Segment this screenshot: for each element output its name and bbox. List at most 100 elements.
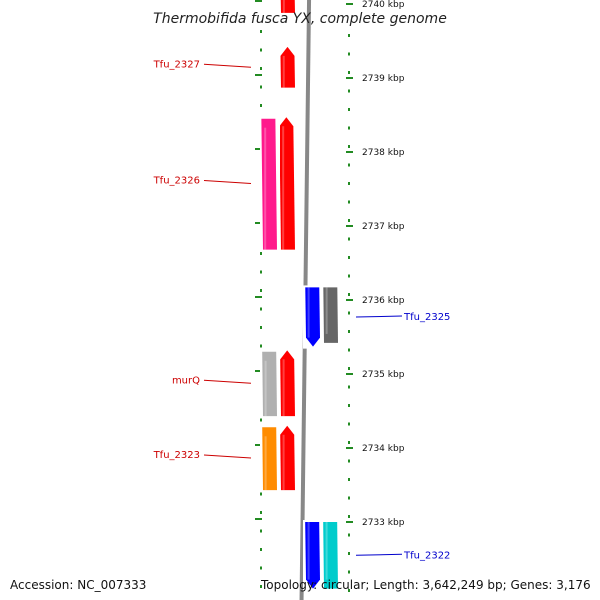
major-tick <box>346 521 353 523</box>
gene-label[interactable]: murQ <box>172 375 200 386</box>
gene-highlight <box>282 55 285 88</box>
major-tick <box>255 0 262 2</box>
tick-dot <box>348 589 350 592</box>
label-leader <box>355 315 403 318</box>
gene-arrow[interactable] <box>305 287 320 347</box>
gene-arrow[interactable] <box>280 0 295 13</box>
tick-dot <box>348 126 350 130</box>
tick-dot <box>348 478 350 481</box>
tick-dot <box>348 533 350 537</box>
label-leader <box>203 179 252 184</box>
tick-dot <box>348 89 350 93</box>
tick-dot <box>348 52 350 56</box>
tick-dot <box>348 459 350 463</box>
gene-arrow[interactable] <box>262 351 277 417</box>
major-tick <box>255 444 262 446</box>
gene-arrow[interactable] <box>323 522 338 589</box>
gene-arrow[interactable] <box>279 117 295 250</box>
scale-label: 2738 kbp <box>362 148 405 158</box>
tick-dot <box>348 496 350 500</box>
tick-dot <box>260 307 262 311</box>
scale-label: 2740 kbp <box>362 0 405 10</box>
gene-highlight <box>325 522 328 580</box>
major-tick <box>346 77 353 79</box>
label-leader <box>355 553 403 556</box>
gene-arrow[interactable] <box>305 522 320 589</box>
major-tick <box>255 518 262 520</box>
gene-tracks <box>260 0 341 591</box>
tick-dot <box>348 256 350 259</box>
scale-label: 2736 kbp <box>362 296 405 306</box>
tick-dot <box>348 163 350 167</box>
tick-dot <box>348 348 350 352</box>
gene-label[interactable]: Tfu_2327 <box>153 59 200 70</box>
tick-dot <box>260 85 262 89</box>
major-tick <box>346 151 353 153</box>
scale-label: 2733 kbp <box>362 518 405 528</box>
tick-dot <box>260 566 262 570</box>
scale-label: 2734 kbp <box>362 444 405 454</box>
label-leader <box>203 379 252 384</box>
tick-dot <box>260 252 262 255</box>
gene-label[interactable]: Tfu_2326 <box>153 175 200 186</box>
tick-dot <box>348 145 350 148</box>
scale-labels: 2740 kbp 2739 kbp 2738 kbp 2737 kbp 2736 kbp… <box>362 0 405 528</box>
major-tick <box>255 148 262 150</box>
gene-arrow[interactable] <box>262 427 277 491</box>
label-leader <box>203 454 252 459</box>
gene-highlight <box>264 127 267 250</box>
gene-arrow[interactable] <box>323 287 338 343</box>
gene-highlight <box>264 436 267 491</box>
tick-dot <box>348 441 350 444</box>
gene-label[interactable]: Tfu_2322 <box>403 550 450 561</box>
tick-dot <box>348 311 350 315</box>
tick-dot <box>260 67 262 70</box>
tick-dot <box>348 71 350 74</box>
gene-arrow[interactable] <box>280 350 295 417</box>
gene-highlight <box>264 360 267 417</box>
scale-label: 2739 kbp <box>362 74 405 84</box>
tick-dot <box>348 367 350 370</box>
scale-label: 2737 kbp <box>362 222 405 232</box>
tick-dot <box>348 385 350 389</box>
tick-dot <box>348 200 350 204</box>
tick-dot <box>348 552 350 555</box>
gene-arrow[interactable] <box>280 425 295 491</box>
tick-dot <box>348 219 350 222</box>
tick-dot <box>260 529 262 533</box>
gene-arrow[interactable] <box>280 46 295 88</box>
major-tick <box>255 222 262 224</box>
map-title: Thermobifida fusca YX, complete genome <box>153 11 447 27</box>
major-tick <box>346 3 353 5</box>
tick-dot <box>260 270 262 274</box>
tick-dot <box>260 492 262 496</box>
tick-dot <box>260 585 262 588</box>
scale-label: 2735 kbp <box>362 370 405 380</box>
tick-dot <box>260 344 262 348</box>
genome-summary: Topology: circular; Length: 3,642,249 bp… <box>261 578 591 592</box>
major-tick <box>346 299 353 301</box>
tick-dot <box>348 293 350 296</box>
tick-dot <box>348 570 350 574</box>
tick-dot <box>260 326 262 329</box>
label-leader <box>203 63 252 68</box>
gene-label[interactable]: Tfu_2325 <box>403 312 450 323</box>
gene-arrow[interactable] <box>261 118 277 250</box>
major-tick <box>255 296 262 298</box>
tick-dot <box>348 182 350 185</box>
gene-highlight <box>307 287 310 338</box>
major-tick <box>255 370 262 372</box>
gene-label[interactable]: Tfu_2323 <box>153 450 200 461</box>
tick-dot <box>260 289 262 292</box>
tick-dot <box>348 422 350 426</box>
major-tick <box>346 447 353 449</box>
major-tick <box>346 225 353 227</box>
major-tick <box>346 373 353 375</box>
tick-dot <box>348 274 350 278</box>
tick-dot <box>260 418 262 422</box>
tick-dot <box>260 511 262 514</box>
tick-dot <box>348 237 350 241</box>
tick-dot <box>260 30 262 33</box>
tick-dot <box>348 404 350 407</box>
